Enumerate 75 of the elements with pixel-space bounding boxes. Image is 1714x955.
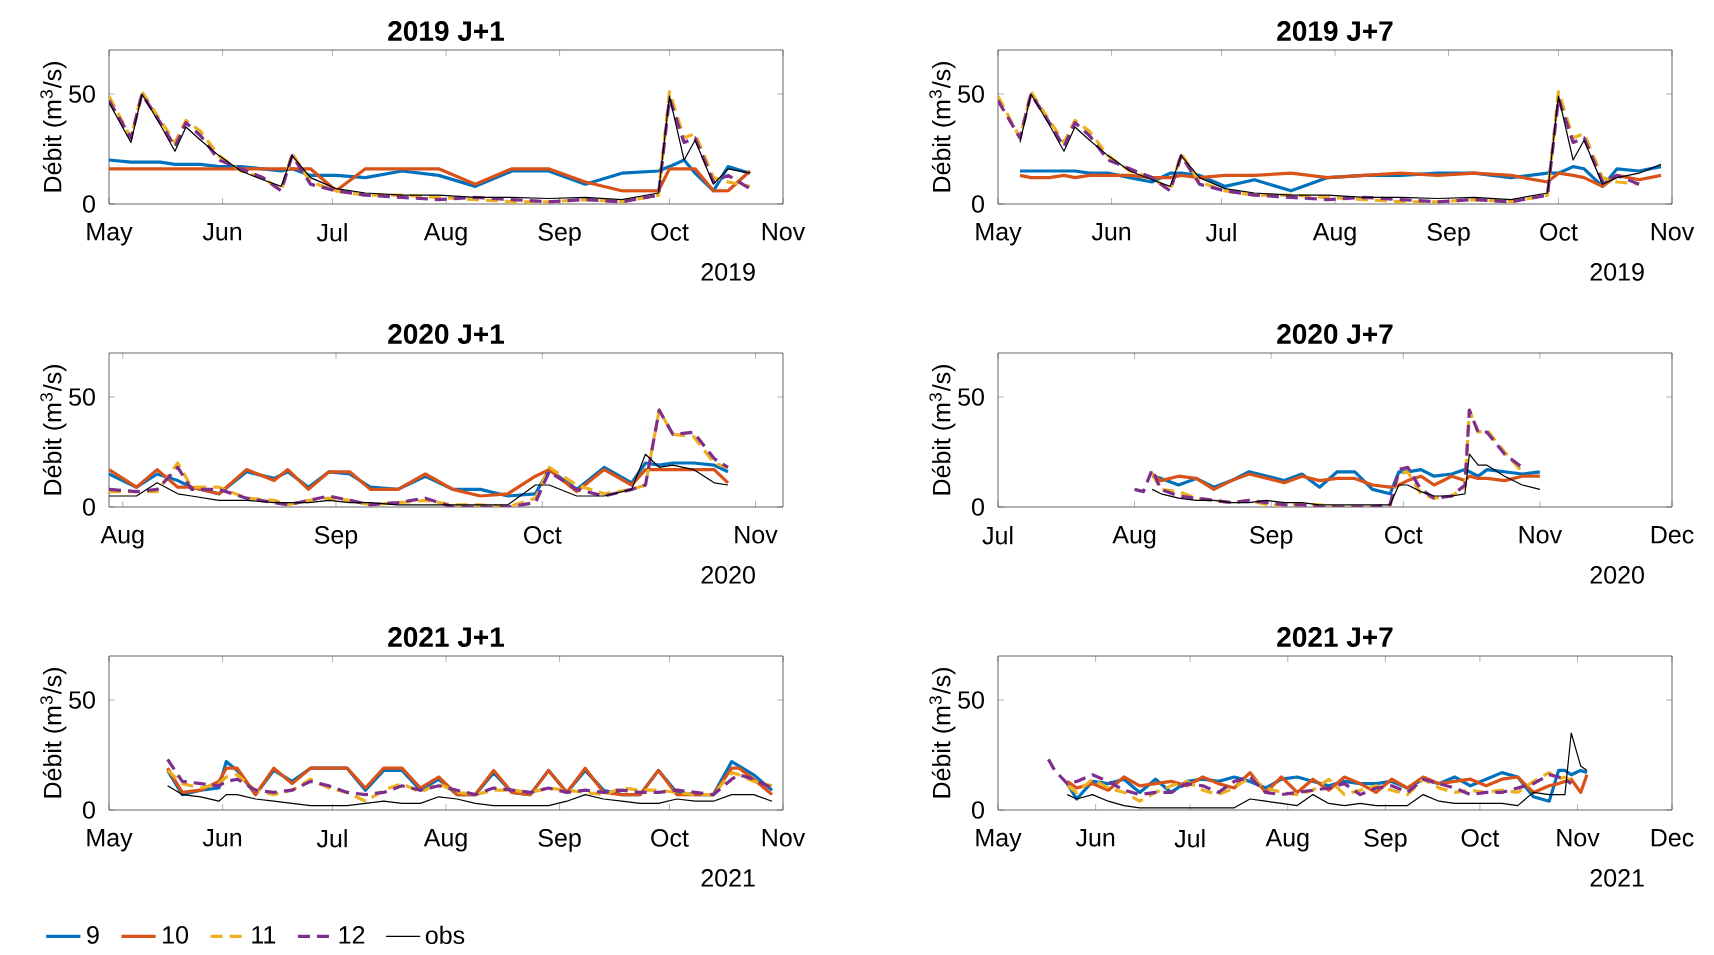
x-tick-label: Aug bbox=[100, 526, 144, 549]
x-tick-label: Jun bbox=[202, 223, 242, 241]
x-tick-label: May bbox=[87, 223, 133, 246]
x-tick-label: Nov bbox=[1557, 829, 1600, 847]
x-tick-label: Jul bbox=[316, 223, 347, 242]
y-axis-title: Débit (m$^{3}$/s) bbox=[40, 668, 67, 798]
x-tick-label: Oct bbox=[651, 829, 689, 847]
y-axis-title: Débit (m$^{3}$/s) bbox=[40, 62, 67, 192]
x-tick-label: Nov bbox=[762, 223, 806, 241]
x-tick-label: Jul bbox=[1205, 223, 1236, 242]
x-tick-label: Aug bbox=[423, 829, 467, 852]
x-tick-label: May bbox=[976, 829, 1022, 852]
x-tick-label: Jul bbox=[316, 829, 347, 848]
y-tick-label: 0 bbox=[83, 801, 95, 819]
x-tick-label: Dec bbox=[1651, 829, 1694, 847]
x-tick-label: Oct bbox=[524, 526, 562, 544]
x-tick-label: May bbox=[976, 223, 1022, 246]
x-tick-label: Aug bbox=[1112, 526, 1156, 549]
chart-title: 2019 J+7 bbox=[1277, 21, 1393, 42]
x-tick-label: Nov bbox=[735, 526, 778, 544]
chart-title: 2019 J+1 bbox=[388, 21, 504, 42]
x-tick-label: Oct bbox=[1461, 829, 1500, 847]
text: 2019 bbox=[701, 263, 755, 281]
legend-label: 10 bbox=[163, 926, 189, 944]
legend-label: 11 bbox=[252, 926, 276, 944]
x-tick-label: Nov bbox=[762, 829, 806, 847]
x-tick-label: Jun bbox=[1075, 829, 1115, 847]
chart-title: 2021 J+7 bbox=[1277, 627, 1393, 648]
y-axis-title: Débit (m$^{3}$/s) bbox=[929, 668, 956, 798]
x-tick-label: Jun bbox=[202, 829, 242, 847]
y-axis-title: Débit (m$^{3}$/s) bbox=[929, 62, 956, 192]
y-axis-title: Débit (m$^{3}$/s) bbox=[40, 365, 67, 495]
legend-label: 9 bbox=[87, 926, 99, 944]
x-tick-label: Dec bbox=[1651, 526, 1694, 544]
text: 2021 bbox=[1590, 869, 1644, 887]
y-tick-label: 50 bbox=[69, 388, 95, 406]
x-tick-label: Nov bbox=[1651, 223, 1695, 241]
y-tick-label: 50 bbox=[958, 85, 984, 103]
x-tick-label: Sep bbox=[314, 526, 358, 549]
x-tick-label: Sep bbox=[1250, 526, 1293, 549]
x-tick-label: Oct bbox=[1540, 223, 1578, 241]
x-tick-label: Sep bbox=[538, 223, 581, 246]
y-tick-label: 50 bbox=[958, 691, 984, 709]
y-tick-label: 0 bbox=[972, 801, 984, 819]
x-tick-label: Oct bbox=[651, 223, 689, 241]
y-tick-label: 0 bbox=[83, 498, 95, 516]
line-series bbox=[166, 768, 774, 803]
y-tick-label: 0 bbox=[83, 195, 95, 213]
x-tick-label: May bbox=[87, 829, 133, 852]
x-tick-label: Nov bbox=[1519, 526, 1562, 544]
y-tick-label: 0 bbox=[972, 498, 984, 516]
x-tick-label: Aug bbox=[423, 223, 467, 246]
text: 2020 bbox=[1590, 566, 1644, 584]
y-tick-label: 0 bbox=[972, 195, 984, 213]
text: 2021 bbox=[701, 869, 755, 887]
x-tick-label: Aug bbox=[1312, 223, 1356, 246]
chart-title: 2020 J+7 bbox=[1277, 324, 1393, 345]
x-tick-label: Sep bbox=[1364, 829, 1407, 852]
chart-title: 2020 J+1 bbox=[388, 324, 504, 345]
y-tick-label: 50 bbox=[69, 85, 95, 103]
y-tick-label: 50 bbox=[958, 388, 984, 406]
text: 2019 bbox=[1590, 263, 1644, 281]
x-tick-label: Sep bbox=[1427, 223, 1470, 246]
y-tick-label: 50 bbox=[69, 691, 95, 709]
text: 2020 bbox=[701, 566, 755, 584]
x-tick-label: Jun bbox=[1091, 223, 1131, 241]
x-tick-label: Aug bbox=[1265, 829, 1309, 852]
x-tick-label: Jul bbox=[982, 526, 1013, 545]
legend-label: obs bbox=[425, 925, 465, 945]
y-axis-title: Débit (m$^{3}$/s) bbox=[929, 365, 956, 495]
x-tick-label: Sep bbox=[538, 829, 581, 852]
chart-title: 2021 J+1 bbox=[388, 627, 504, 648]
x-tick-label: Jul bbox=[1174, 829, 1205, 848]
legend-label: 12 bbox=[339, 926, 365, 944]
x-tick-label: Oct bbox=[1385, 526, 1423, 544]
